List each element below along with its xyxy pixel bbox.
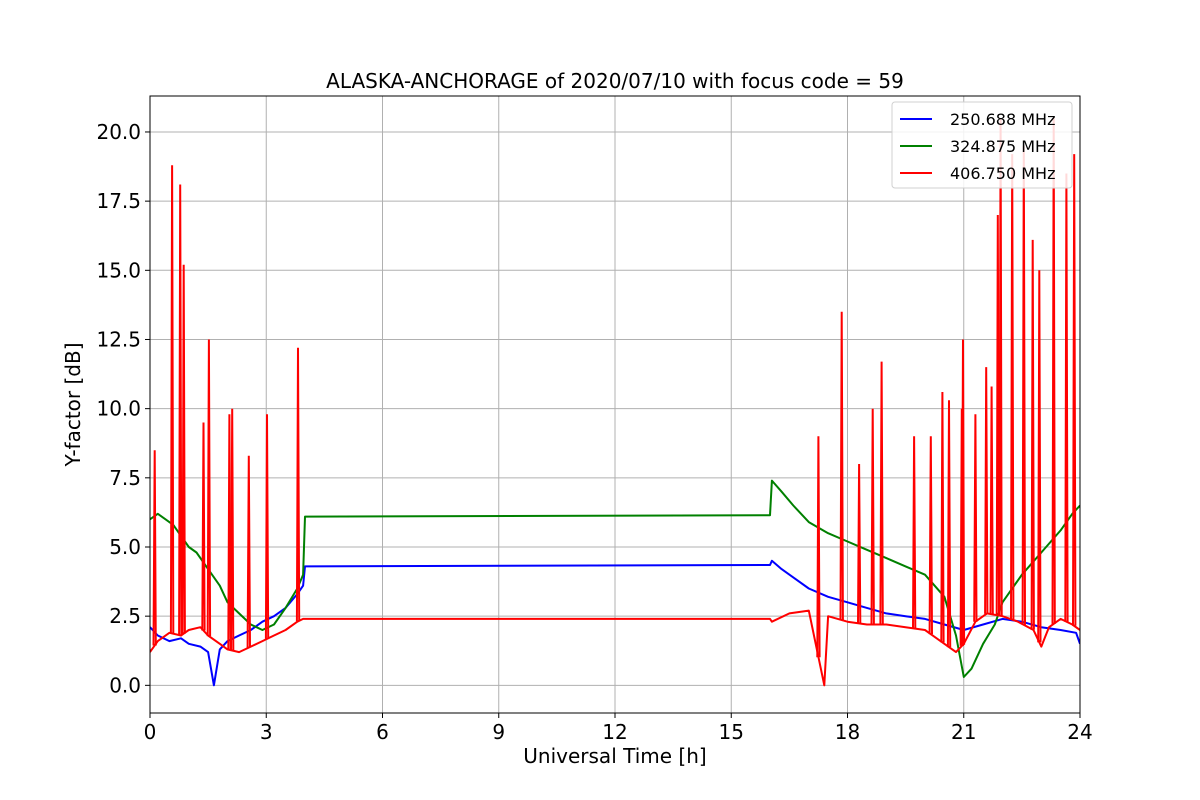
x-tick-label: 9	[492, 720, 505, 744]
spike-mark	[1064, 173, 1069, 622]
legend-label: 250.688 MHz	[950, 110, 1055, 129]
chart-title: ALASKA-ANCHORAGE of 2020/07/10 with focu…	[326, 69, 904, 93]
spike-mark	[984, 367, 989, 614]
y-tick-label: 15.0	[96, 258, 141, 282]
spike-mark	[295, 347, 301, 622]
spike-mark	[169, 165, 175, 634]
y-tick-label: 12.5	[96, 327, 141, 351]
spike-mark	[940, 391, 945, 643]
x-axis: 0 3 6 9 12 15 18 21 24	[144, 713, 1093, 744]
series-line-250-688-MHz	[150, 559, 1080, 687]
y-tick-label: 0.0	[109, 673, 141, 697]
x-axis-label: Universal Time [h]	[523, 744, 706, 768]
y-tick-label: 20.0	[96, 120, 141, 144]
spike-mark	[178, 184, 183, 636]
y-tick-label: 10.0	[96, 397, 141, 421]
spike-mark	[227, 414, 232, 650]
spike-mark	[181, 264, 186, 634]
spike-mark	[973, 414, 978, 622]
legend-box	[891, 101, 1073, 189]
spike-mark	[201, 422, 206, 631]
spike-mark	[912, 436, 917, 629]
spike-mark	[870, 408, 875, 625]
x-tick-label: 12	[602, 720, 627, 744]
spike-mark	[206, 339, 212, 637]
spike-mark	[1051, 118, 1056, 624]
y-tick-label: 2.5	[109, 604, 141, 628]
spike-mark	[995, 214, 1000, 616]
y-axis: 0.0 2.5 5.0 7.5 10.0 12.5 15.0 17.5 20.0	[96, 120, 150, 697]
x-tick-label: 3	[260, 720, 273, 744]
spike-mark	[816, 436, 821, 658]
spike-mark	[928, 436, 933, 635]
legend-label: 406.750 MHz	[950, 164, 1055, 183]
legend: 250.688 MHz 324.875 MHz 406.750 MHz	[891, 101, 1073, 189]
x-tick-label: 24	[1067, 720, 1092, 744]
spike-mark	[152, 450, 157, 646]
spike-mark	[1030, 239, 1035, 630]
spike-mark	[857, 463, 862, 624]
x-tick-label: 6	[376, 720, 389, 744]
spike-mark	[1037, 270, 1042, 643]
series-line-406-750-MHz	[150, 609, 1080, 687]
y-tick-label: 5.0	[109, 535, 141, 559]
spike-mark	[998, 118, 1003, 616]
legend-label: 324.875 MHz	[950, 137, 1055, 156]
spike-mark	[960, 339, 966, 645]
x-tick-label: 18	[835, 720, 860, 744]
spike-mark	[264, 414, 270, 639]
spike-mark	[246, 455, 251, 648]
y-tick-label: 7.5	[109, 466, 141, 490]
spike-mark	[1072, 154, 1077, 626]
spike-mark	[879, 361, 884, 625]
spike-mark	[839, 311, 844, 621]
x-tick-label: 21	[951, 720, 976, 744]
y-tick-label: 17.5	[96, 189, 141, 213]
y-axis-label: Y-factor [dB]	[61, 342, 85, 467]
x-tick-label: 0	[144, 720, 157, 744]
x-tick-label: 15	[719, 720, 744, 744]
spike-mark	[946, 400, 952, 648]
spike-mark	[230, 408, 235, 651]
spike-mark	[989, 386, 994, 615]
